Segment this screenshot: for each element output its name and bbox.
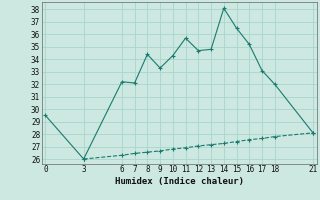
X-axis label: Humidex (Indice chaleur): Humidex (Indice chaleur) <box>115 177 244 186</box>
